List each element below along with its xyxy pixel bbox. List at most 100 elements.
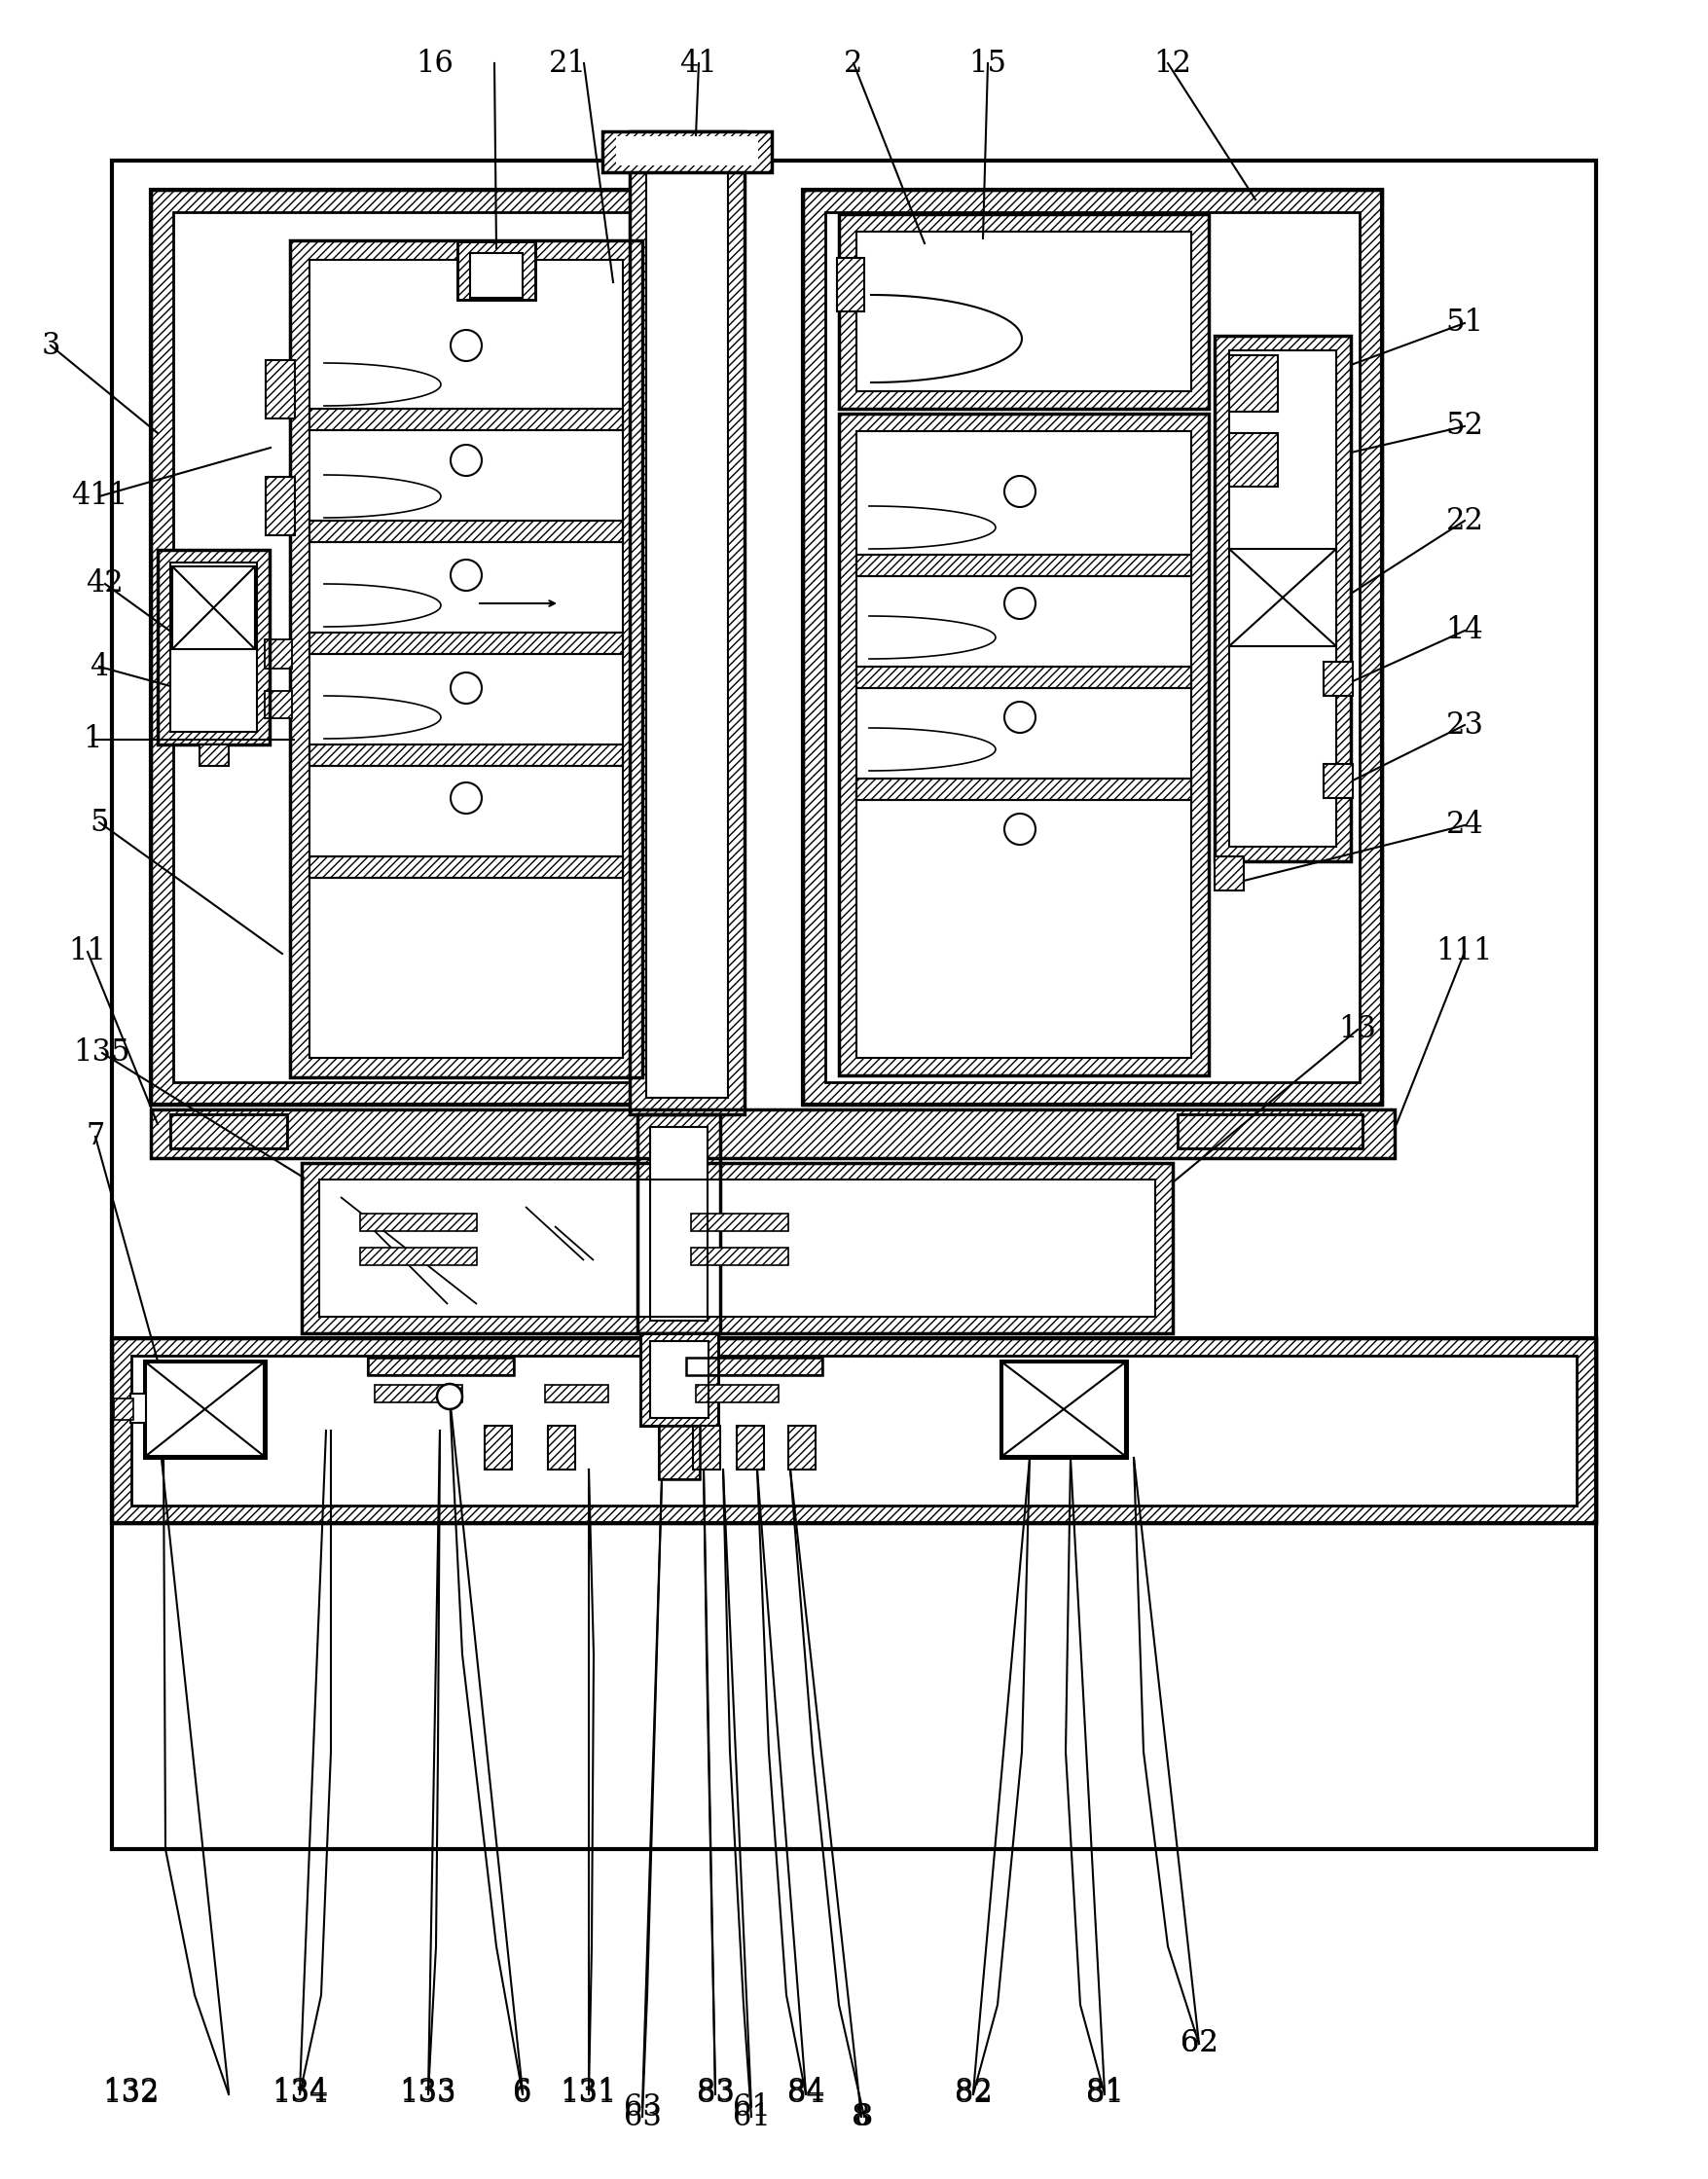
Bar <box>999 1360 1126 1458</box>
Bar <box>1322 662 1353 695</box>
Bar <box>545 1386 608 1403</box>
Bar <box>548 1425 576 1469</box>
Bar <box>309 410 622 429</box>
Bar <box>803 190 1382 1105</box>
Bar <box>360 1249 477 1266</box>
Text: 132: 132 <box>102 2077 161 2107</box>
Bar <box>1322 765 1353 798</box>
Text: 11: 11 <box>68 937 106 967</box>
Bar <box>309 745 622 765</box>
Text: 63: 63 <box>623 2092 661 2122</box>
Bar <box>150 190 681 1105</box>
Bar <box>1214 336 1349 861</box>
Bar <box>646 148 728 1098</box>
Bar <box>309 521 622 543</box>
Bar <box>1228 355 1278 412</box>
Bar <box>1214 336 1349 861</box>
Bar <box>649 1127 707 1320</box>
Bar <box>171 1113 287 1148</box>
Bar <box>787 1425 815 1469</box>
Text: 82: 82 <box>953 2079 992 2109</box>
Bar <box>367 1358 514 1375</box>
Bar <box>1228 351 1336 848</box>
Bar <box>839 414 1208 1076</box>
Bar <box>1228 549 1336 647</box>
Text: 22: 22 <box>1445 506 1483 536</box>
Bar <box>603 131 772 172</box>
Bar <box>114 1399 133 1421</box>
Bar <box>659 1425 699 1480</box>
Text: 21: 21 <box>548 48 586 78</box>
Bar <box>309 259 622 1057</box>
Bar <box>856 431 1190 1057</box>
Bar <box>615 137 758 166</box>
Bar <box>637 1113 719 1334</box>
Bar <box>685 1358 822 1375</box>
Bar <box>856 667 1190 689</box>
Text: 7: 7 <box>85 1122 104 1153</box>
Text: 4: 4 <box>91 652 109 682</box>
Text: 83: 83 <box>695 2079 734 2109</box>
Bar <box>458 242 535 301</box>
Bar <box>736 1425 763 1469</box>
Text: 83: 83 <box>695 2077 734 2107</box>
Text: 8: 8 <box>851 2101 871 2131</box>
Bar <box>302 1164 1172 1334</box>
Bar <box>367 1358 514 1375</box>
Bar <box>265 360 295 418</box>
Bar <box>150 190 681 1105</box>
Bar <box>319 1179 1155 1316</box>
Text: 42: 42 <box>85 569 125 599</box>
Bar <box>265 477 295 536</box>
Bar <box>856 778 1190 800</box>
Text: 131: 131 <box>560 2079 617 2109</box>
Text: 411: 411 <box>72 482 128 512</box>
Bar <box>173 567 254 649</box>
Bar <box>309 856 622 878</box>
Bar <box>1214 856 1243 891</box>
Bar <box>319 1179 1155 1316</box>
Bar <box>470 253 523 299</box>
Bar <box>629 131 745 1113</box>
Bar <box>837 257 864 312</box>
Bar <box>132 1355 1576 1506</box>
Text: 81: 81 <box>1085 2079 1122 2109</box>
Text: 84: 84 <box>787 2079 825 2109</box>
Bar <box>787 1425 815 1469</box>
Text: 62: 62 <box>1180 2029 1218 2059</box>
Bar <box>659 1425 699 1480</box>
Text: 2: 2 <box>844 48 863 78</box>
Bar <box>458 242 535 301</box>
Bar <box>309 856 622 878</box>
Text: 82: 82 <box>953 2077 992 2107</box>
Text: 52: 52 <box>1445 412 1483 442</box>
Bar <box>629 131 745 1113</box>
Bar <box>290 240 642 1076</box>
Bar <box>171 562 256 732</box>
Text: 61: 61 <box>733 2092 770 2122</box>
Text: 133: 133 <box>400 2077 456 2107</box>
Bar <box>548 1425 576 1469</box>
Text: 24: 24 <box>1445 811 1483 841</box>
Text: 131: 131 <box>560 2077 617 2107</box>
Bar <box>856 231 1190 392</box>
Text: 62: 62 <box>1180 2029 1218 2059</box>
Bar <box>825 211 1360 1083</box>
Bar <box>111 1338 1595 1523</box>
Text: 6: 6 <box>512 2079 531 2109</box>
Bar <box>302 1164 1172 1334</box>
Bar <box>1228 434 1278 486</box>
Bar <box>143 1360 265 1458</box>
Bar <box>157 549 270 745</box>
Text: 132: 132 <box>102 2079 161 2109</box>
Bar <box>485 1425 512 1469</box>
Bar <box>132 1355 1576 1506</box>
Bar <box>856 231 1190 392</box>
Bar <box>856 556 1190 575</box>
Bar <box>837 257 864 312</box>
Bar <box>145 1362 263 1456</box>
Bar <box>1214 856 1243 891</box>
Bar <box>111 161 1595 1850</box>
Bar <box>1228 351 1336 848</box>
Bar <box>173 211 659 1083</box>
